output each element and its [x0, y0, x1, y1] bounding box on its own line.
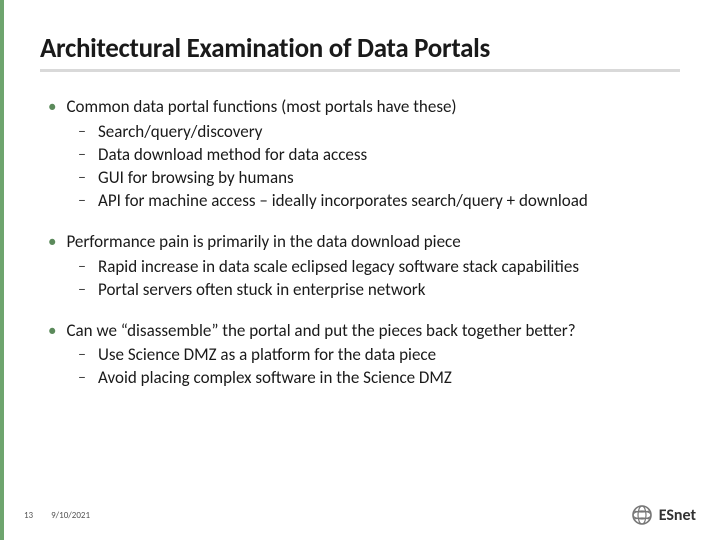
- slide-container: Architectural Examination of Data Portal…: [0, 0, 720, 390]
- page-number: 13: [24, 510, 33, 521]
- sub-item: –Rapid increase in data scale eclipsed l…: [78, 256, 680, 279]
- slide-body: • Common data portal functions (most por…: [40, 96, 680, 390]
- bullet-dot-icon: •: [48, 320, 56, 343]
- dash-icon: –: [78, 121, 88, 143]
- sub-text: Data download method for data access: [98, 144, 367, 167]
- sub-text: Use Science DMZ as a platform for the da…: [98, 344, 436, 367]
- sub-item: –Use Science DMZ as a platform for the d…: [78, 344, 680, 367]
- sub-item: –API for machine access – ideally incorp…: [78, 190, 680, 213]
- sub-item: –Search/query/discovery: [78, 121, 680, 144]
- sub-text: Avoid placing complex software in the Sc…: [98, 367, 452, 390]
- sub-item: –Portal servers often stuck in enterpris…: [78, 279, 680, 302]
- bullet-dot-icon: •: [48, 231, 56, 254]
- slide-date: 9/10/2021: [51, 510, 90, 521]
- dash-icon: –: [78, 367, 88, 389]
- sub-text: Portal servers often stuck in enterprise…: [98, 279, 425, 302]
- sub-list: –Use Science DMZ as a platform for the d…: [48, 344, 680, 390]
- accent-left-bar: [0, 0, 4, 540]
- slide-title: Architectural Examination of Data Portal…: [40, 32, 680, 65]
- sub-item: –Data download method for data access: [78, 144, 680, 167]
- dash-icon: –: [78, 256, 88, 278]
- footer-left: 13 9/10/2021: [24, 510, 90, 521]
- dash-icon: –: [78, 190, 88, 212]
- sub-item: –GUI for browsing by humans: [78, 167, 680, 190]
- dash-icon: –: [78, 167, 88, 189]
- bullet-main: • Performance pain is primarily in the d…: [48, 231, 680, 254]
- globe-icon: [631, 504, 653, 526]
- bullet-group: • Can we “disassemble” the portal and pu…: [48, 320, 680, 391]
- sub-text: API for machine access – ideally incorpo…: [98, 190, 588, 213]
- bullet-main: • Common data portal functions (most por…: [48, 96, 680, 119]
- sub-item: –Avoid placing complex software in the S…: [78, 367, 680, 390]
- bullet-dot-icon: •: [48, 96, 56, 119]
- bullet-main: • Can we “disassemble” the portal and pu…: [48, 320, 680, 343]
- sub-text: Search/query/discovery: [98, 121, 262, 144]
- sub-text: GUI for browsing by humans: [98, 167, 294, 190]
- dash-icon: –: [78, 344, 88, 366]
- slide-footer: 13 9/10/2021 ESnet: [24, 504, 696, 526]
- bullet-group: • Common data portal functions (most por…: [48, 96, 680, 213]
- bullet-group: • Performance pain is primarily in the d…: [48, 231, 680, 302]
- dash-icon: –: [78, 279, 88, 301]
- dash-icon: –: [78, 144, 88, 166]
- esnet-logo: ESnet: [631, 504, 696, 526]
- sub-list: –Search/query/discovery –Data download m…: [48, 121, 680, 213]
- bullet-text: Performance pain is primarily in the dat…: [66, 231, 460, 254]
- title-underline: [40, 69, 680, 72]
- logo-text: ESnet: [659, 506, 696, 525]
- sub-text: Rapid increase in data scale eclipsed le…: [98, 256, 579, 279]
- bullet-text: Common data portal functions (most porta…: [66, 96, 456, 119]
- bullet-text: Can we “disassemble” the portal and put …: [66, 320, 575, 343]
- sub-list: –Rapid increase in data scale eclipsed l…: [48, 256, 680, 302]
